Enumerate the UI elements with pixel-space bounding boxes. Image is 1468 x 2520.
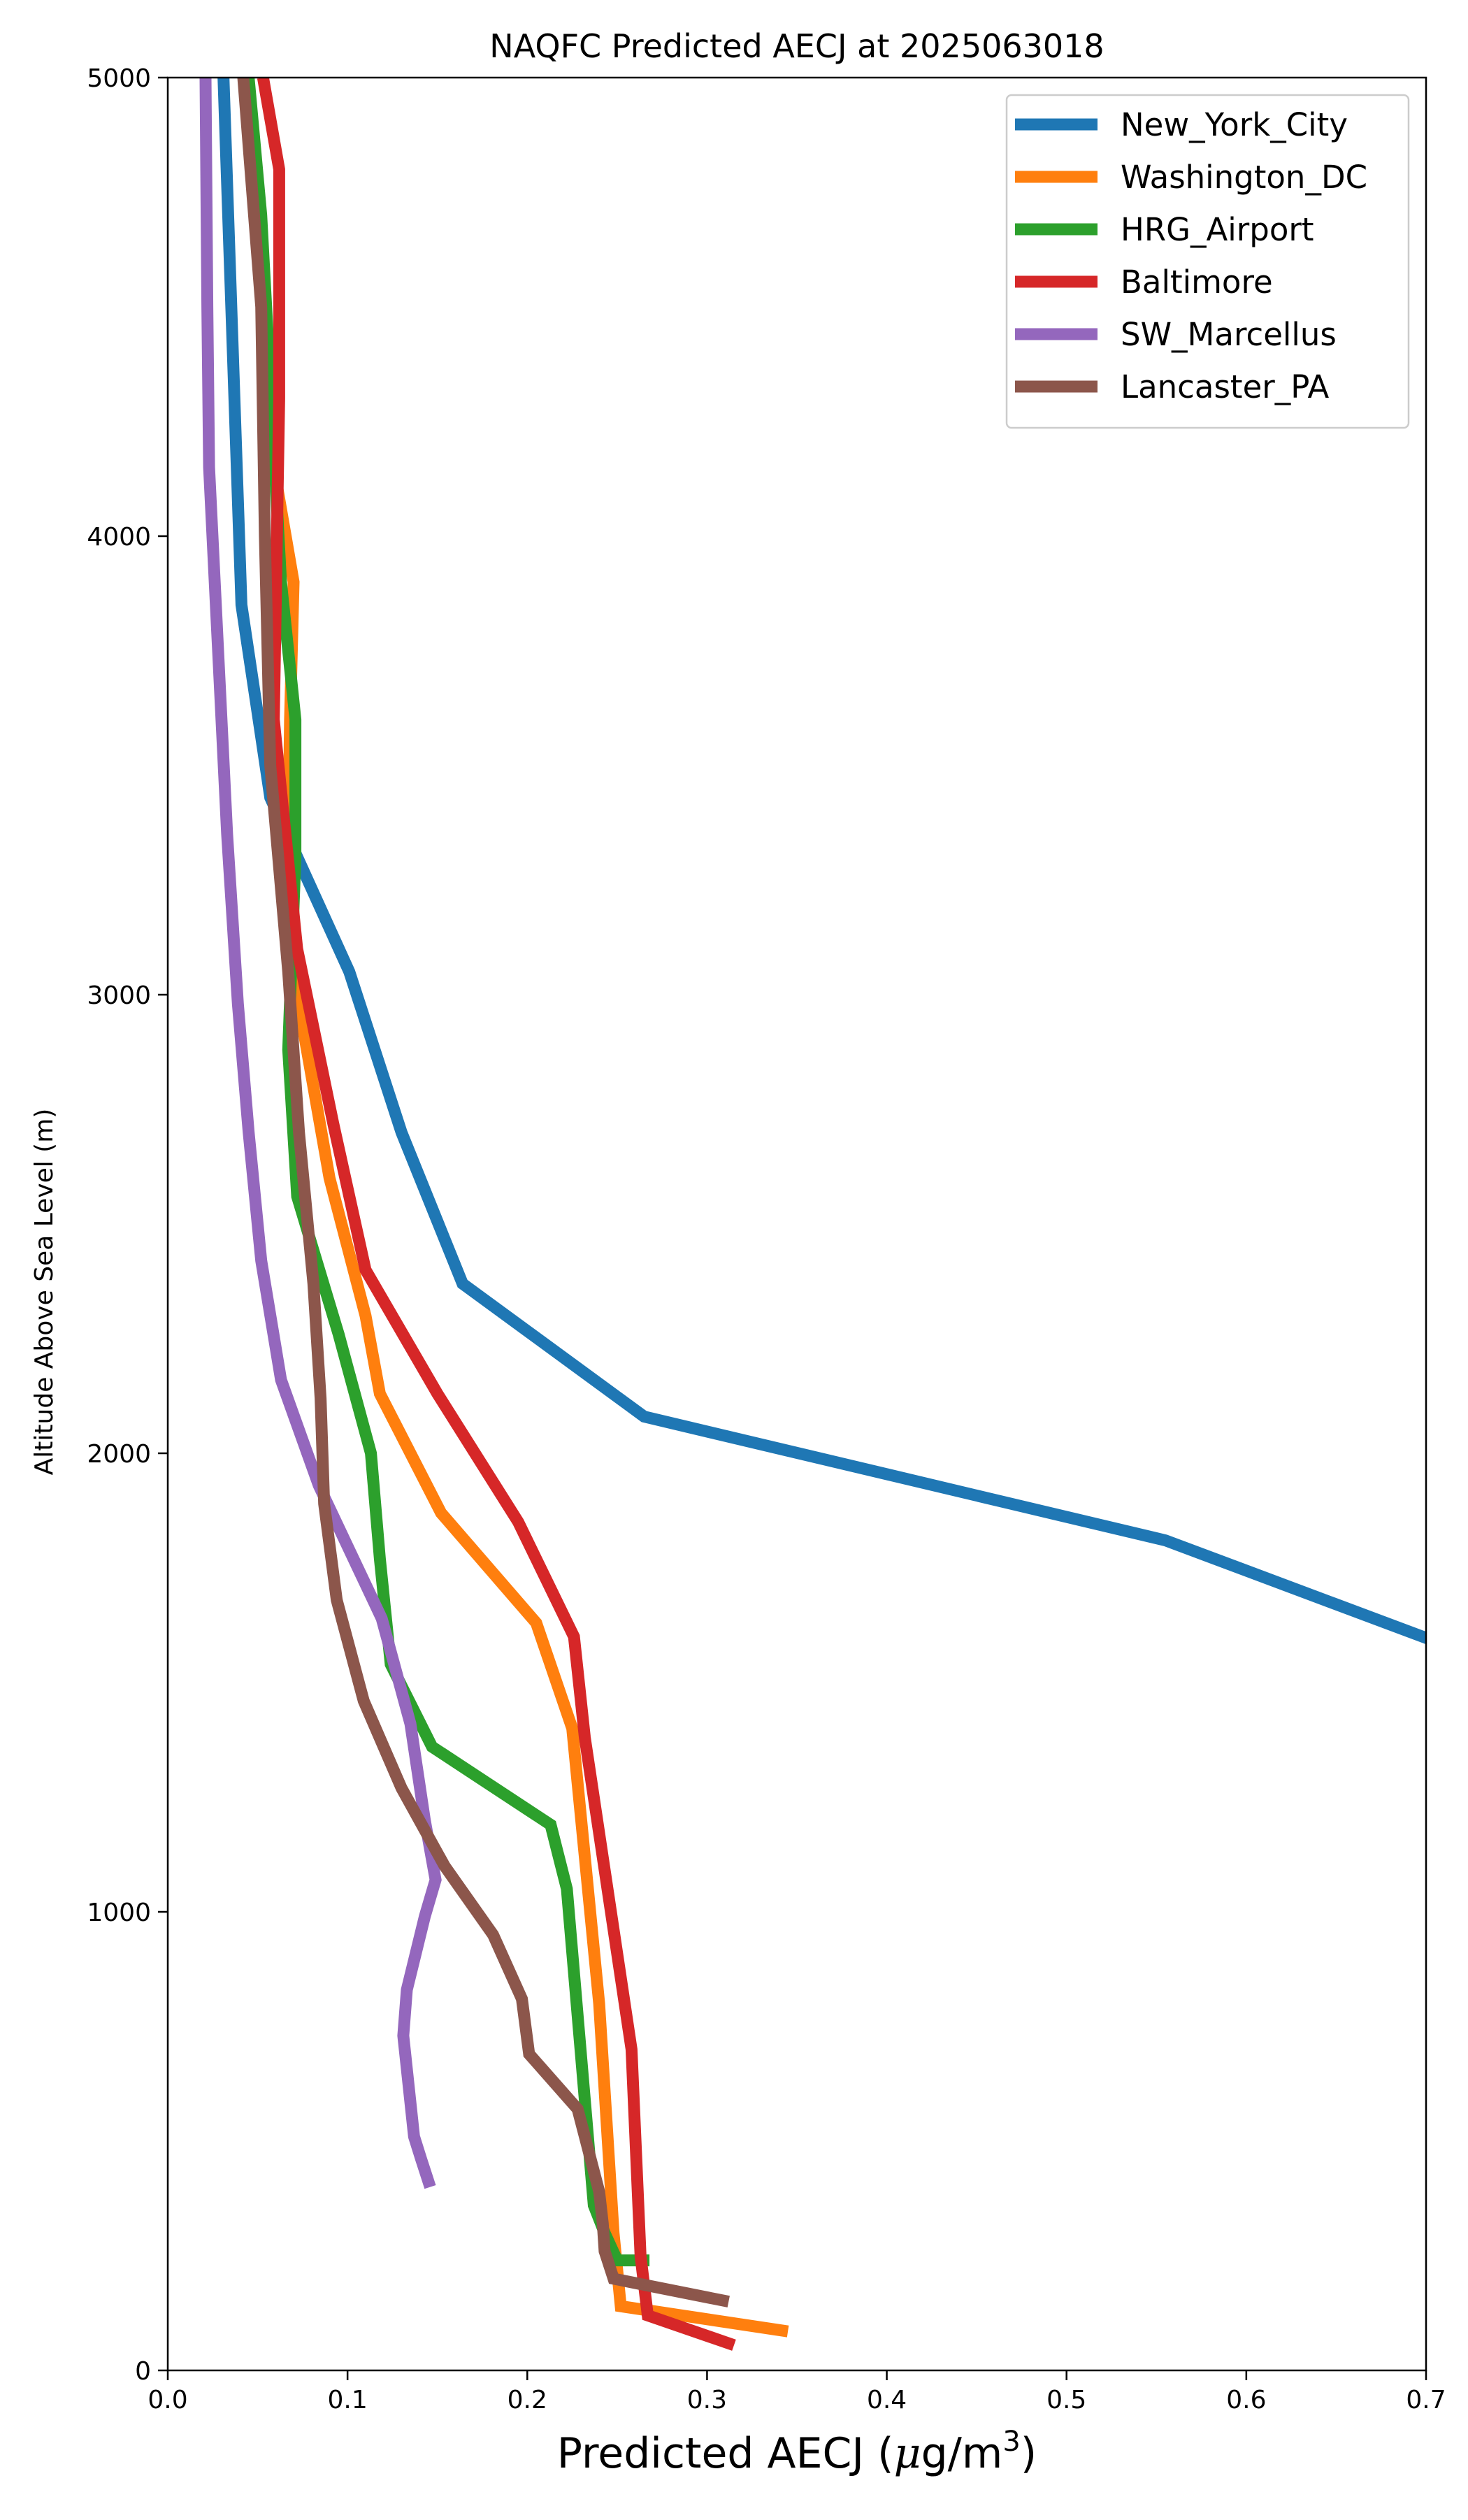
legend-frame [1005,94,1410,429]
legend-label: Baltimore [1121,264,1273,301]
x-axis-label-superscript: 3 [1002,2426,1020,2458]
chart-title: NAQFC Predicted AECJ at 2025063018 [489,27,1104,65]
axes-frame [166,76,1427,2372]
y-tick-label: 5000 [87,64,151,93]
plot-area: 0.0 0.1 0.2 0.3 0.4 0.5 0.6 0.7 0 1000 2000 3000 400… [87,64,1446,2414]
x-tick-label: 0.4 [867,2386,907,2414]
y-tick-label: 0 [135,2357,151,2386]
y-axis-label: Altitude Above Sea Level (m) [30,1109,59,1476]
y-tick-label: 2000 [87,1440,151,1469]
legend-label: SW_Marcellus [1121,316,1337,353]
y-tick-label: 1000 [87,1899,151,1927]
legend-label: HRG_Airport [1121,211,1314,248]
series-line-baltimore [257,78,736,2351]
x-tick-label: 0.2 [508,2386,547,2414]
x-axis-label-unit: g/m [921,2429,1003,2478]
x-tick-label: 0.6 [1226,2386,1266,2414]
x-axis-label: Predicted AECJ (μg/m3) [557,2426,1037,2478]
x-axis-label-mu: μ [894,2429,921,2478]
legend-label: New_York_City [1121,106,1348,143]
x-axis-label-close: ) [1021,2429,1037,2478]
series-line-washington-dc [268,466,789,2338]
x-tick-label: 0.1 [328,2386,368,2414]
legend-label: Washington_DC [1121,159,1367,196]
x-tick-label: 0.5 [1046,2386,1086,2414]
y-tick-label: 4000 [87,523,151,552]
legend-label: Lancaster_PA [1121,368,1330,405]
legend: New_York_City Washington_DC HRG_Airport Bal… [1005,94,1410,429]
x-axis-label-main: Predicted AECJ ( [557,2429,894,2478]
series-line-lancaster-pa [237,78,730,2307]
x-tick-label: 0.3 [687,2386,727,2414]
series-lines [199,78,1426,2351]
x-tick-label: 0.7 [1406,2386,1446,2414]
x-tick-label: 0.0 [147,2386,187,2414]
series-line-sw-marcellus [199,78,442,2189]
series-line-new-york-city [217,78,1426,1645]
y-tick-label: 3000 [87,981,151,1010]
